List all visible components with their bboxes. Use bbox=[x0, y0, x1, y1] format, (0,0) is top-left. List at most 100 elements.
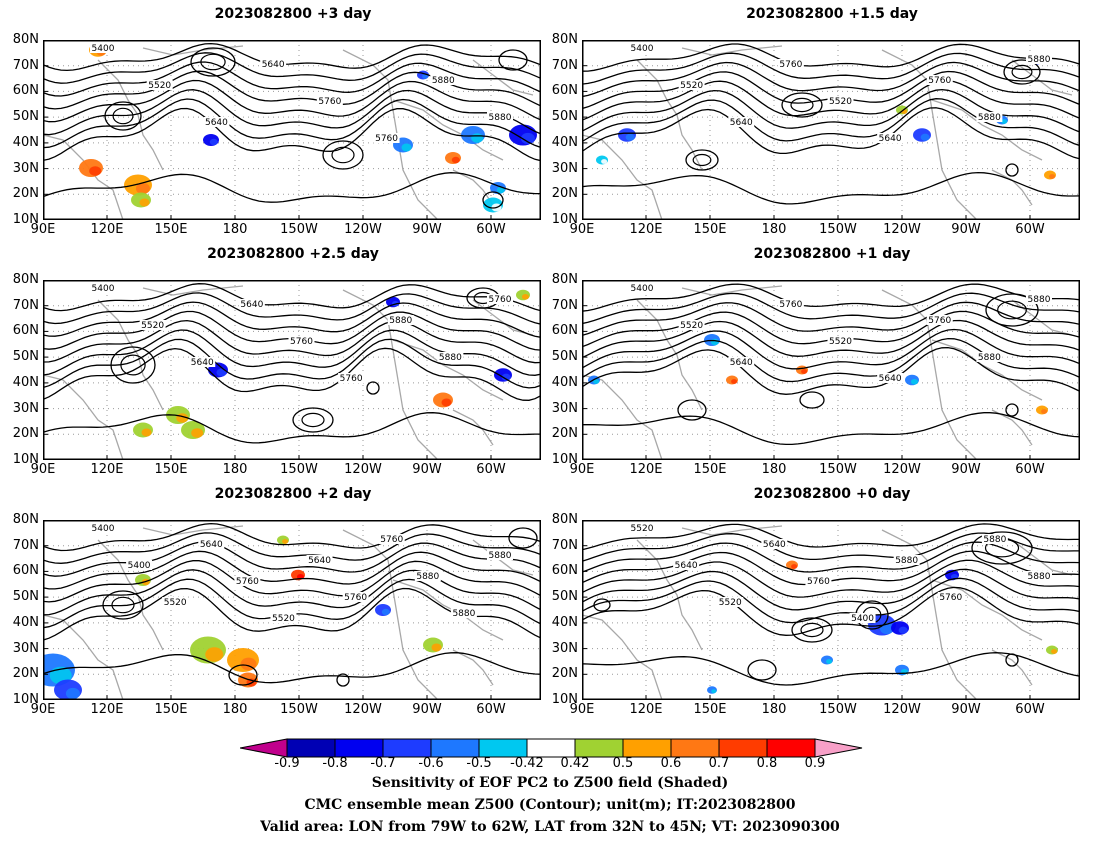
contour-label-bg bbox=[728, 117, 755, 127]
lat-label: 80N bbox=[12, 32, 39, 47]
lon-label: 150W bbox=[280, 222, 318, 237]
height-contour bbox=[43, 292, 541, 325]
contour-label: 5640 bbox=[730, 118, 753, 128]
contour-label-bg bbox=[430, 75, 457, 85]
panel-title-1: 2023082800 +3 day bbox=[214, 6, 372, 22]
contour-label-bg bbox=[487, 294, 513, 304]
contour-label: 5400 bbox=[92, 524, 115, 534]
contour-label: 5880 bbox=[439, 353, 462, 363]
sensitivity-shade bbox=[209, 138, 218, 146]
lat-label: 70N bbox=[12, 537, 39, 553]
height-contour bbox=[582, 80, 1080, 121]
sensitivity-shade bbox=[89, 166, 102, 176]
contour-label: 5520 bbox=[141, 321, 164, 331]
colorbar-cell bbox=[240, 738, 288, 758]
lon-label: 120E bbox=[90, 222, 124, 237]
lon-label: 180 bbox=[222, 462, 248, 477]
height-contour bbox=[43, 61, 541, 97]
coastline bbox=[991, 169, 1033, 206]
height-contour bbox=[582, 568, 1080, 611]
sensitivity-shade bbox=[910, 378, 918, 385]
contour-label-bg bbox=[306, 555, 333, 565]
sensitivity-shade bbox=[879, 622, 894, 635]
colorbar-tick-label: 0.7 bbox=[708, 756, 730, 771]
contour-label-bg bbox=[827, 336, 854, 346]
sensitivity-shade bbox=[826, 659, 833, 664]
closed-contour bbox=[593, 598, 611, 612]
contour-label: 5760 bbox=[380, 535, 403, 545]
contour-label-bg bbox=[162, 597, 189, 607]
map-panel-6: 5520 5640 5520 5640 5760 5400 5880 5760 5880 5880 bbox=[582, 520, 1080, 700]
height-contour bbox=[43, 319, 541, 364]
closed-contour bbox=[1005, 403, 1019, 417]
closed-contour bbox=[498, 49, 528, 71]
contour-label: 5520 bbox=[829, 337, 852, 347]
height-contour bbox=[582, 523, 1080, 551]
contour-label: 5880 bbox=[978, 113, 1001, 123]
height-contour bbox=[43, 98, 541, 149]
contour-label-bg bbox=[373, 133, 400, 143]
sensitivity-shade bbox=[381, 608, 390, 616]
lat-label: 50N bbox=[12, 589, 39, 605]
map-frame bbox=[43, 280, 541, 460]
contour-label: 5520 bbox=[829, 97, 852, 107]
contour-label-bg bbox=[234, 576, 261, 586]
contour-label-bg bbox=[270, 613, 297, 623]
height-contour bbox=[43, 569, 541, 616]
map-panel-4: 5400 5520 5640 5760 5520 5640 5760 5880 5880 bbox=[582, 280, 1080, 460]
coastline bbox=[931, 99, 1043, 161]
coastline bbox=[392, 339, 504, 401]
lon-label: 180 bbox=[761, 462, 787, 477]
lat-label: 60N bbox=[12, 323, 39, 339]
height-contour bbox=[43, 79, 541, 123]
contour-label: 5760 bbox=[779, 300, 802, 310]
sensitivity-shade bbox=[139, 198, 150, 207]
height-contour bbox=[582, 541, 1080, 573]
lon-label: 60W bbox=[1015, 702, 1045, 717]
contour-label: 5640 bbox=[205, 118, 228, 128]
contour-label: 5520 bbox=[272, 614, 295, 624]
colorbar-cell bbox=[622, 738, 672, 758]
sensitivity-shade bbox=[422, 74, 429, 79]
contour-label: 5640 bbox=[262, 60, 285, 70]
lon-label: 90W bbox=[412, 222, 442, 237]
contour-label-bg bbox=[437, 352, 464, 362]
sensitivity-shade bbox=[471, 133, 484, 143]
contour-label-bg bbox=[189, 357, 216, 367]
lon-label: 90E bbox=[30, 702, 56, 717]
contour-label: 5760 bbox=[318, 97, 341, 107]
coastline bbox=[452, 409, 494, 446]
contour-label-bg bbox=[893, 555, 920, 565]
lon-label: 150E bbox=[154, 702, 188, 717]
closed-contour bbox=[190, 47, 236, 77]
contour-label: 5520 bbox=[680, 81, 703, 91]
closed-contour bbox=[104, 101, 142, 131]
lon-label: 90W bbox=[412, 462, 442, 477]
panel-title-2: 2023082800 +1.5 day bbox=[746, 6, 918, 22]
contour-label-bg bbox=[238, 299, 265, 309]
colorbar-tick-label: 0.6 bbox=[660, 756, 682, 771]
height-contour bbox=[43, 541, 541, 577]
map-frame bbox=[582, 520, 1080, 700]
lon-label: 60W bbox=[476, 702, 506, 717]
panel-title-6: 2023082800 +0 day bbox=[753, 486, 911, 502]
colorbar-cell bbox=[382, 738, 432, 758]
height-contour bbox=[582, 171, 1080, 205]
contour-label-bg bbox=[678, 320, 705, 330]
panel-title-3: 2023082800 +2.5 day bbox=[207, 246, 379, 262]
height-contour bbox=[43, 532, 541, 564]
contour-label-bg bbox=[849, 613, 876, 623]
closed-contour bbox=[301, 412, 325, 428]
height-contour bbox=[582, 107, 1080, 160]
contour-label-bg bbox=[728, 357, 755, 367]
closed-contour bbox=[482, 191, 504, 209]
closed-contour bbox=[322, 140, 364, 170]
colorbar-cell bbox=[670, 738, 720, 758]
colorbar-cell bbox=[814, 738, 863, 758]
height-contour bbox=[582, 98, 1080, 147]
sensitivity-shade bbox=[501, 373, 511, 381]
lon-label: 120E bbox=[90, 462, 124, 477]
height-contour bbox=[582, 61, 1080, 98]
contour-label: 5640 bbox=[730, 358, 753, 368]
lon-label: 150W bbox=[280, 462, 318, 477]
